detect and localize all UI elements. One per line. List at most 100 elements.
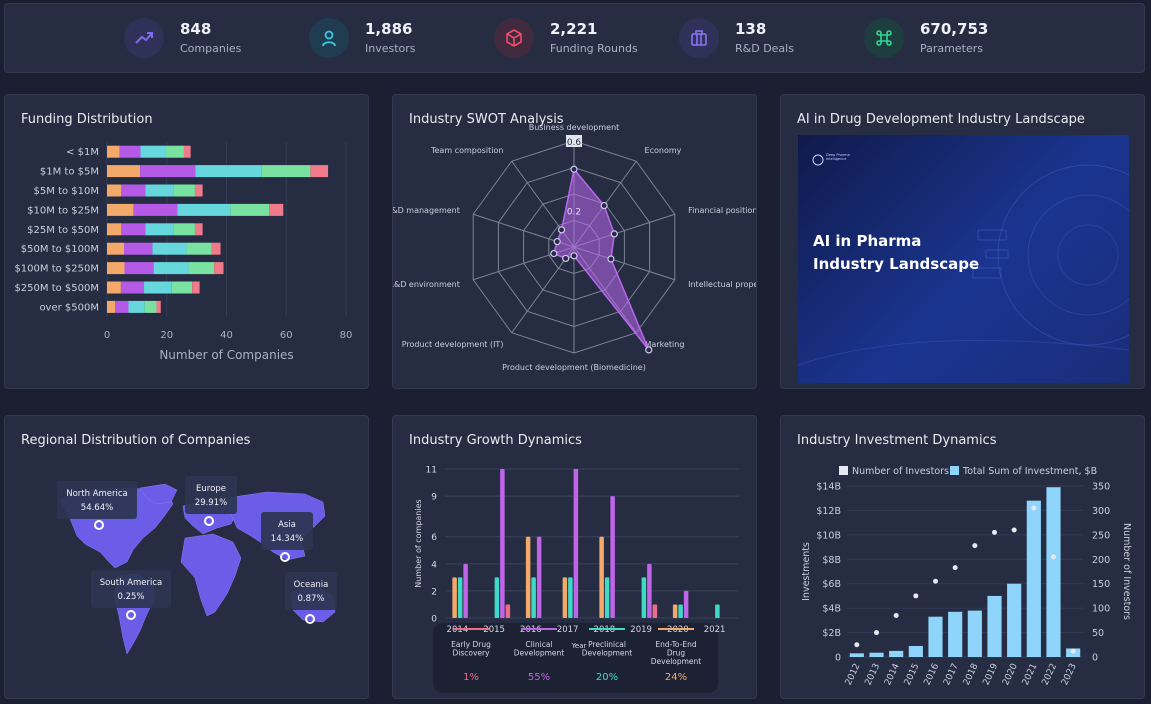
investment-bar [869, 652, 884, 657]
funding-bar-segment [194, 223, 203, 236]
landscape-decoration [798, 154, 1129, 366]
radar-point [553, 237, 561, 246]
growth-bar [678, 604, 683, 618]
x-tick-label: 20 [160, 330, 173, 341]
x-axis-title: Number of Companies [159, 348, 293, 362]
y-tick-label: $10M to $25M [27, 205, 99, 216]
stat-value: 670,753 [920, 20, 989, 38]
funding-bar-segment [195, 165, 262, 178]
world-map[interactable]: North America 54.64% Europe 29.91% Asia 14.34… [5, 416, 369, 699]
funding-chart[interactable]: 0 20 40 60 80 < $1M $1M to $5M $5M to $10M $10M … [5, 95, 369, 389]
investors-point [854, 642, 860, 648]
growth-bar [500, 469, 505, 618]
panel-title: Funding Distribution [21, 112, 153, 127]
y-axis-title-right: Number of Investors [1121, 523, 1132, 620]
investors-point [893, 612, 899, 618]
funding-bar-segment [177, 203, 231, 216]
map-tooltip-box [57, 481, 137, 519]
funding-bar-segment [194, 184, 203, 197]
investment-bar [908, 646, 923, 657]
y-tick-label-right: 150 [1092, 579, 1110, 590]
funding-bar-segment [140, 165, 196, 178]
x-tick-label: 2012 [844, 662, 863, 687]
investors-point [913, 593, 919, 599]
funding-bar-segment [145, 223, 174, 236]
funding-bar-segment [124, 242, 153, 255]
legend-label: Development [514, 649, 565, 658]
stat-label: Investors [365, 42, 416, 55]
landscape-card[interactable]: Deep Pharma Intelligence AI in Pharma In… [798, 135, 1129, 383]
radar-axis-label: Business development [529, 123, 620, 132]
radar-axis-label: Intellectual property [688, 280, 757, 289]
growth-bar [525, 536, 531, 618]
stat-icon-circle [864, 18, 904, 58]
funding-bar-segment [107, 165, 141, 178]
y-tick-label-left: $14B [816, 482, 841, 493]
y-tick-label-right: 200 [1092, 555, 1110, 566]
stat-value: 848 [180, 20, 212, 38]
legend-label: Clinical [525, 640, 552, 649]
funding-bar-segment [121, 223, 146, 236]
swot-panel: Industry SWOT Analysis Business developm… [392, 94, 757, 389]
trend-chart-icon [135, 32, 153, 44]
y-tick-label-left: 0 [835, 653, 841, 664]
y-tick-label-right: 0 [1092, 653, 1098, 664]
radar-point [562, 254, 570, 263]
funding-bar-segment [183, 145, 191, 158]
funding-bar-segment [107, 145, 120, 158]
map-marker [126, 610, 136, 620]
funding-bar-segment [119, 145, 141, 158]
stat-icon-circle [124, 18, 164, 58]
swot-radar-chart[interactable]: Business development Economy Financial pos… [393, 95, 757, 389]
funding-distribution-panel: Funding Distribution 0 20 40 60 80 < $1M $1M t… [4, 94, 369, 389]
x-tick-label: 2015 [903, 662, 922, 687]
investment-bar [928, 616, 943, 657]
investment-bar [889, 650, 904, 657]
legend-label: Total Sum of Investment, $B [962, 466, 1097, 477]
legend-label: Preclinical [588, 640, 626, 649]
x-tick-label: 2019 [630, 625, 652, 635]
legend-share: 20% [596, 672, 618, 683]
y-tick-label: $5M to $10M [34, 186, 99, 197]
x-tick-label: 2021 [1021, 662, 1040, 687]
funding-bar-segment [156, 300, 161, 313]
user-icon [322, 30, 336, 47]
africa-shape [180, 533, 242, 617]
landscape-heading-line2: Industry Landscape [813, 255, 980, 273]
y-tick-label-left: $10B [816, 530, 841, 541]
map-tooltip-box [185, 476, 237, 514]
growth-bar [715, 604, 720, 618]
x-tick-label: 80 [340, 330, 353, 341]
ring-label: 0.6 [567, 138, 582, 148]
stat-label: Funding Rounds [550, 42, 638, 55]
funding-bar-segment [107, 262, 125, 275]
legend-label: End-To-End [655, 640, 697, 649]
cube-icon [506, 29, 522, 47]
funding-bar-segment [211, 242, 221, 255]
map-marker [280, 552, 290, 562]
investment-bar [987, 595, 1002, 657]
funding-bar-segment [120, 281, 145, 294]
greenland-shape [139, 483, 178, 505]
radar-axis-label: R&D environment [393, 280, 460, 289]
y-tick-label-right: 100 [1092, 604, 1110, 615]
legend-swatch [950, 466, 959, 475]
y-tick-label: $100M to $250M [14, 264, 99, 275]
radar-point [607, 255, 615, 263]
y-tick-label-left: $2B [822, 628, 841, 639]
legend-label: Discovery [452, 649, 490, 658]
legend-label: Early Drug [451, 640, 491, 649]
x-tick-label: 2021 [704, 625, 726, 635]
legend-label: Development [651, 657, 702, 666]
funding-bar-segment [107, 203, 134, 216]
funding-bar-segment [115, 300, 129, 313]
y-tick-label: over $500M [39, 302, 99, 313]
growth-bar [604, 577, 610, 618]
map-region-value: 54.64% [81, 503, 113, 513]
briefcase-icon [691, 30, 707, 46]
stat-value: 1,886 [365, 20, 413, 38]
legend-share: 1% [463, 672, 479, 683]
investors-point [1031, 505, 1037, 511]
investment-chart[interactable]: 0 $2B $4B $6B $8B $10B $12B $14B 0 50 100 150 200 250… [781, 416, 1145, 699]
